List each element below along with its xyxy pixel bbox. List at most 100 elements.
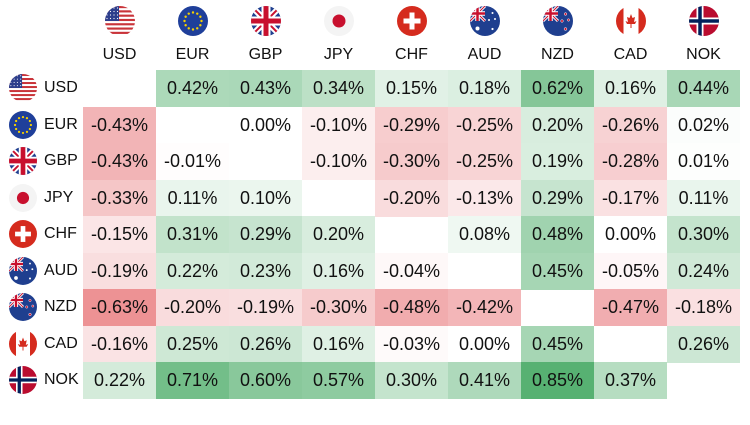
heatmap-cell-eur-cad: -0.26% xyxy=(594,107,667,144)
row-header-cad: CAD xyxy=(0,326,85,363)
column-header-label: CAD xyxy=(613,46,648,63)
heatmap-cell-nzd-gbp: -0.19% xyxy=(229,289,302,326)
row-header-label: GBP xyxy=(44,152,78,169)
heatmap-cell-jpy-chf: -0.20% xyxy=(375,180,448,217)
swiss-flag-icon xyxy=(9,220,37,248)
column-header-nzd: NZD xyxy=(521,0,594,70)
heatmap-cell-chf-nok: 0.30% xyxy=(667,216,740,253)
heatmap-cell-nok-cad: 0.37% xyxy=(594,362,667,399)
norway-flag-icon xyxy=(9,366,37,394)
heatmap-cell-chf-nzd: 0.48% xyxy=(521,216,594,253)
new-zealand-flag-icon xyxy=(9,293,37,321)
uk-flag-icon xyxy=(9,147,37,175)
heatmap-cell-jpy-usd: -0.33% xyxy=(83,180,156,217)
heatmap-cell-usd-eur: 0.42% xyxy=(156,70,229,107)
heatmap-cell-aud-cad: -0.05% xyxy=(594,253,667,290)
australia-flag-icon xyxy=(9,257,37,285)
row-header-label: AUD xyxy=(44,262,78,279)
column-header-label: EUR xyxy=(175,46,210,63)
column-header-cad: CAD xyxy=(594,0,667,70)
japan-flag-icon xyxy=(324,6,354,36)
heatmap-cell-cad-gbp: 0.26% xyxy=(229,326,302,363)
heatmap-cell-gbp-cad: -0.28% xyxy=(594,143,667,180)
row-header-eur: EUR xyxy=(0,107,85,144)
row-header-label: CAD xyxy=(44,335,78,352)
heatmap-cell-chf-cad: 0.00% xyxy=(594,216,667,253)
heatmap-cell-gbp-aud: -0.25% xyxy=(448,143,521,180)
heatmap-cell-gbp-nok: 0.01% xyxy=(667,143,740,180)
heatmap-cell-aud-jpy: 0.16% xyxy=(302,253,375,290)
heatmap-cell-cad-aud: 0.00% xyxy=(448,326,521,363)
row-header-gbp: GBP xyxy=(0,143,85,180)
row-header-label: CHF xyxy=(44,225,77,242)
heatmap-cell-usd-aud: 0.18% xyxy=(448,70,521,107)
heatmap-cell-nzd-aud: -0.42% xyxy=(448,289,521,326)
heatmap-cell-jpy-cad: -0.17% xyxy=(594,180,667,217)
heatmap-cell-cad-nzd: 0.45% xyxy=(521,326,594,363)
heatmap-cell-gbp-usd: -0.43% xyxy=(83,143,156,180)
swiss-flag-icon xyxy=(397,6,427,36)
column-header-label: NZD xyxy=(541,46,574,63)
us-flag-icon xyxy=(105,6,135,36)
heatmap-cell-eur-nzd: 0.20% xyxy=(521,107,594,144)
heatmap-cell-nzd-eur: -0.20% xyxy=(156,289,229,326)
canada-flag-icon xyxy=(9,330,37,358)
column-header-nok: NOK xyxy=(667,0,740,70)
heatmap-cell-usd-cad: 0.16% xyxy=(594,70,667,107)
column-header-label: USD xyxy=(102,46,137,63)
heatmap-cell-nzd-nok: -0.18% xyxy=(667,289,740,326)
column-header-label: CHF xyxy=(395,46,428,63)
heatmap-cell-jpy-aud: -0.13% xyxy=(448,180,521,217)
row-header-usd: USD xyxy=(0,70,85,107)
heatmap-cell-aud-usd: -0.19% xyxy=(83,253,156,290)
row-header-label: NZD xyxy=(44,298,77,315)
row-header-jpy: JPY xyxy=(0,180,85,217)
heatmap-cell-nok-gbp: 0.60% xyxy=(229,362,302,399)
heatmap-cell-eur-chf: -0.29% xyxy=(375,107,448,144)
heatmap-cell-cad-usd: -0.16% xyxy=(83,326,156,363)
heatmap-cell-usd-gbp: 0.43% xyxy=(229,70,302,107)
column-header-chf: CHF xyxy=(375,0,448,70)
row-header-label: NOK xyxy=(44,371,79,388)
column-header-jpy: JPY xyxy=(302,0,375,70)
row-header-aud: AUD xyxy=(0,253,85,290)
heatmap-cell-usd-nok: 0.44% xyxy=(667,70,740,107)
row-header-label: JPY xyxy=(44,189,74,206)
heatmap-cell-nok-aud: 0.41% xyxy=(448,362,521,399)
heatmap-cell-eur-gbp: 0.00% xyxy=(229,107,302,144)
heatmap-cell-chf-aud: 0.08% xyxy=(448,216,521,253)
row-header-nok: NOK xyxy=(0,362,85,399)
heatmap-cell-nok-jpy: 0.57% xyxy=(302,362,375,399)
heatmap-cell-usd-nzd: 0.62% xyxy=(521,70,594,107)
column-header-usd: USD xyxy=(83,0,156,70)
heatmap-cell-usd-chf: 0.15% xyxy=(375,70,448,107)
heatmap-cell-eur-aud: -0.25% xyxy=(448,107,521,144)
heatmap-cell-nzd-chf: -0.48% xyxy=(375,289,448,326)
column-header-label: AUD xyxy=(467,46,502,63)
row-header-label: USD xyxy=(44,79,78,96)
column-header-label: JPY xyxy=(323,46,354,63)
row-header-chf: CHF xyxy=(0,216,85,253)
heatmap-cell-eur-usd: -0.43% xyxy=(83,107,156,144)
heatmap-cell-gbp-nzd: 0.19% xyxy=(521,143,594,180)
column-header-label: GBP xyxy=(248,46,283,63)
heatmap-cell-aud-nzd: 0.45% xyxy=(521,253,594,290)
heatmap-cell-chf-gbp: 0.29% xyxy=(229,216,302,253)
heatmap-cell-nok-chf: 0.30% xyxy=(375,362,448,399)
heatmap-cell-aud-chf: -0.04% xyxy=(375,253,448,290)
column-header-eur: EUR xyxy=(156,0,229,70)
heatmap-cell-aud-nok: 0.24% xyxy=(667,253,740,290)
heatmap-cell-jpy-nzd: 0.29% xyxy=(521,180,594,217)
heatmap-cell-cad-jpy: 0.16% xyxy=(302,326,375,363)
column-header-label: NOK xyxy=(686,46,721,63)
us-flag-icon xyxy=(9,74,37,102)
canada-flag-icon xyxy=(616,6,646,36)
heatmap-cell-chf-jpy: 0.20% xyxy=(302,216,375,253)
heatmap-cell-jpy-eur: 0.11% xyxy=(156,180,229,217)
heatmap-cell-gbp-eur: -0.01% xyxy=(156,143,229,180)
uk-flag-icon xyxy=(251,6,281,36)
heatmap-cell-nzd-jpy: -0.30% xyxy=(302,289,375,326)
japan-flag-icon xyxy=(9,184,37,212)
heatmap-cell-jpy-gbp: 0.10% xyxy=(229,180,302,217)
